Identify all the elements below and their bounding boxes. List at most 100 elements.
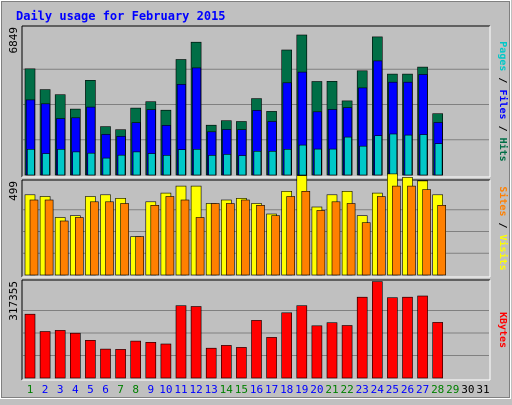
x-day-label-16: 16 <box>250 383 263 396</box>
sites-bar-day-26 <box>407 185 416 276</box>
x-day-label-3: 3 <box>57 383 64 396</box>
sites-bar-day-23 <box>361 222 371 276</box>
pages-bar-day-14 <box>223 154 231 176</box>
kbytes-bar-day-14 <box>221 345 232 379</box>
x-day-label-5: 5 <box>87 383 94 396</box>
kbytes-bar-day-8 <box>130 340 141 379</box>
x-day-label-26: 26 <box>401 383 414 396</box>
legend-pages: Pages <box>497 41 508 71</box>
sites-bar-day-22 <box>346 203 356 276</box>
x-day-label-4: 4 <box>72 383 79 396</box>
legend-visits-sites: Sites / Visits <box>497 186 509 270</box>
pages-bar-day-1 <box>27 149 35 176</box>
pages-bar-day-28 <box>434 143 443 176</box>
pages-bar-day-2 <box>42 153 50 176</box>
pages-bar-day-12 <box>193 149 201 176</box>
kbytes-bar-day-21 <box>326 322 338 379</box>
x-day-label-21: 21 <box>325 383 338 396</box>
x-day-label-30: 30 <box>461 383 474 396</box>
pages-bar-day-19 <box>298 144 307 176</box>
legend-visits: Visits <box>497 235 509 271</box>
kbytes-bar-day-26 <box>402 296 413 379</box>
kbytes-bar-day-12 <box>190 306 202 379</box>
pages-bar-day-25 <box>389 133 398 176</box>
kbytes-bar-day-5 <box>85 339 96 379</box>
frame-shadow <box>1 1 510 398</box>
pages-bar-day-8 <box>132 151 141 176</box>
legend-kbytes: KBytes <box>497 312 508 348</box>
sites-bar-day-12 <box>195 217 205 276</box>
pages-bar-day-18 <box>283 149 292 176</box>
pages-bar-day-22 <box>344 136 352 176</box>
sites-bar-day-8 <box>135 236 144 276</box>
legend-files: Files <box>497 89 509 119</box>
kbytes-bar-day-18 <box>281 312 293 379</box>
x-day-label-12: 12 <box>189 383 202 396</box>
x-day-label-29: 29 <box>446 383 459 396</box>
x-day-label-10: 10 <box>159 383 172 396</box>
kbytes-bar-day-15 <box>236 347 247 379</box>
y-max-label: 499 <box>7 181 20 201</box>
sites-bar-day-18 <box>286 196 296 276</box>
x-day-label-27: 27 <box>416 383 429 396</box>
x-day-label-24: 24 <box>371 383 385 396</box>
x-axis-day-labels: 1 2 3 4 5 6 7 8 9 10 11 12 13 14 15 16 17 18 19 20 21 22 23 24 2… <box>27 383 490 396</box>
legend-kbytes: KBytes <box>497 312 508 348</box>
x-day-label-31: 31 <box>476 383 489 396</box>
sites-bar-day-21 <box>331 201 341 276</box>
legend-separator: / <box>497 216 508 234</box>
x-day-label-23: 23 <box>356 383 369 396</box>
x-day-label-25: 25 <box>386 383 399 396</box>
sites-bar-day-7 <box>120 203 129 276</box>
y-max-label: 6849 <box>7 27 20 54</box>
sites-bar-day-6 <box>105 201 114 276</box>
sites-bar-day-17 <box>271 215 280 276</box>
chart-title: Daily usage for February 2015 <box>16 9 226 23</box>
legend-separator: / <box>497 71 508 89</box>
pages-bar-day-23 <box>359 145 367 176</box>
pages-bar-day-10 <box>163 155 171 176</box>
y-max-label: 317355 <box>7 281 20 321</box>
x-day-label-28: 28 <box>431 383 444 396</box>
kbytes-bar-day-13 <box>205 347 217 379</box>
pages-bar-day-5 <box>87 152 96 176</box>
kbytes-bar-day-6 <box>100 348 111 379</box>
sites-bar-day-16 <box>256 205 265 276</box>
kbytes-bar-day-28 <box>432 322 444 379</box>
pages-bar-day-24 <box>374 135 383 176</box>
sites-bar-day-5 <box>90 201 99 276</box>
x-day-label-1: 1 <box>27 383 34 396</box>
sites-bar-day-1 <box>29 199 39 276</box>
x-day-label-9: 9 <box>147 383 154 396</box>
x-day-label-15: 15 <box>235 383 248 396</box>
pages-bar-day-13 <box>208 155 216 176</box>
sites-bar-day-27 <box>422 189 431 276</box>
sites-bar-day-2 <box>44 199 54 276</box>
kbytes-bar-day-22 <box>341 325 353 379</box>
kbytes-bar-day-17 <box>266 337 277 379</box>
x-day-label-13: 13 <box>205 383 218 396</box>
sites-bar-day-4 <box>75 217 84 276</box>
sites-bar-day-13 <box>210 203 220 276</box>
legend-hits: Hits <box>497 138 509 162</box>
sites-bar-day-10 <box>165 196 175 276</box>
sites-bar-day-9 <box>150 205 160 276</box>
pages-bar-day-20 <box>313 148 322 176</box>
x-day-label-19: 19 <box>295 383 308 396</box>
pages-bar-day-11 <box>178 149 186 176</box>
kbytes-bar-day-2 <box>39 331 51 379</box>
pages-bar-day-17 <box>268 151 277 176</box>
x-day-label-20: 20 <box>310 383 323 396</box>
pages-bar-day-4 <box>72 151 80 176</box>
x-day-label-7: 7 <box>117 383 124 396</box>
x-day-label-6: 6 <box>102 383 109 396</box>
kbytes-bar-day-23 <box>356 296 368 379</box>
kbytes-bar-day-16 <box>251 320 262 379</box>
kbytes-bar-day-9 <box>145 341 157 379</box>
x-day-label-2: 2 <box>42 383 49 396</box>
legend-sites: Sites <box>497 186 509 216</box>
x-day-label-14: 14 <box>220 383 234 396</box>
